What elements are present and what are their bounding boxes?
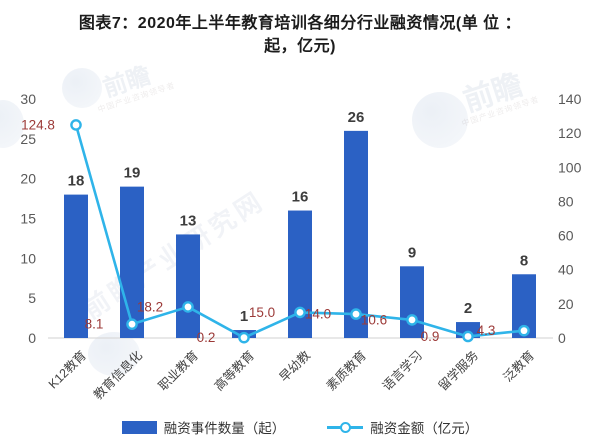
legend-item-line-series: 融资金额（亿元） — [327, 417, 478, 437]
line-value-label: 15.0 — [249, 305, 275, 320]
line-value-label: 14.0 — [305, 307, 331, 322]
line-swatch-marker-icon — [340, 421, 352, 433]
category-label-素质教育: 素质教育 — [323, 348, 369, 394]
bar-语言学习 — [400, 266, 424, 338]
line-marker-icon — [462, 330, 474, 343]
line-marker-icon — [238, 331, 250, 344]
line-marker-icon — [406, 314, 418, 326]
bar-value-label: 16 — [292, 189, 309, 206]
bar-value-label: 1 — [240, 308, 248, 325]
left-axis-tick-label: 0 — [28, 330, 36, 346]
category-label-语言学习: 语言学习 — [379, 348, 425, 394]
line-series-swatch-icon — [327, 421, 364, 433]
bar-value-label: 18 — [68, 173, 85, 190]
category-label-留学服务: 留学服务 — [435, 348, 481, 394]
bar-K12教育 — [64, 194, 88, 338]
bar-value-label: 26 — [348, 109, 365, 126]
category-label-早幼教: 早幼教 — [276, 347, 313, 384]
right-axis-tick-label: 80 — [558, 193, 574, 209]
category-label-泛教育: 泛教育 — [500, 348, 537, 385]
bar-value-label: 13 — [180, 212, 197, 229]
right-axis-tick-label: 40 — [558, 262, 574, 278]
chart-title-line2: 起，亿元) — [264, 38, 336, 55]
bar-教育信息化 — [120, 186, 144, 338]
chart-area: 18 19 13 1 16 26 9 2 8 124.8 8.1 18.2 0.2 15.0 14.0 10.… — [0, 55, 600, 410]
line-value-label: 4.3 — [477, 323, 496, 338]
category-label-教育信息化: 教育信息化 — [90, 347, 145, 402]
bar-value-label: 2 — [464, 300, 472, 317]
right-axis-tick-label: 140 — [558, 91, 582, 107]
line-value-label: 124.8 — [21, 117, 55, 132]
legend-item-bar-series: 融资事件数量（起） — [121, 417, 286, 437]
line-marker-icon — [518, 324, 530, 337]
category-label-职业教育: 职业教育 — [155, 348, 201, 394]
right-axis-tick-label: 120 — [558, 125, 582, 141]
bar-value-label: 9 — [408, 244, 416, 261]
line-value-label: 0.2 — [197, 330, 216, 345]
line-marker-icon — [126, 318, 138, 330]
chart-title-line1: 图表7：2020年上半年教育培训各细分行业融资情况(单 位 ： — [78, 15, 522, 32]
legend-line-label: 融资金额（亿元） — [370, 421, 479, 436]
left-axis-tick-label: 30 — [20, 91, 36, 107]
right-axis-tick-label: 60 — [558, 228, 574, 244]
legend-bar-label: 融资事件数量（起） — [163, 421, 286, 436]
line-marker-icon — [70, 119, 82, 131]
right-axis-tick-label: 0 — [558, 330, 566, 346]
right-axis-tick-label: 20 — [558, 296, 574, 312]
bar-series-swatch-icon — [121, 420, 157, 434]
combo-chart-svg: 18 19 13 1 16 26 9 2 8 124.8 8.1 18.2 0.2 15.0 14.0 10.… — [20, 91, 582, 402]
line-value-label: 0.9 — [421, 329, 440, 344]
line-marker-icon — [182, 301, 194, 313]
line-marker-icon — [350, 308, 362, 320]
line-marker-icon — [294, 306, 306, 319]
legend: 融资事件数量（起） 融资金额（亿元） — [0, 414, 600, 440]
bar-value-label: 19 — [124, 165, 141, 182]
left-axis-tick-label: 10 — [20, 250, 36, 266]
line-value-label: 10.6 — [361, 312, 387, 327]
left-axis-tick-label: 5 — [28, 290, 36, 306]
right-axis-tick-label: 100 — [558, 159, 582, 175]
left-axis-tick-label: 15 — [20, 211, 36, 227]
left-axis-tick-label: 20 — [20, 171, 36, 187]
chart-title: 图表7：2020年上半年教育培训各细分行业融资情况(单 位 ： 起，亿元) — [20, 12, 580, 58]
line-value-label: 18.2 — [137, 299, 163, 314]
line-value-label: 8.1 — [85, 317, 104, 332]
category-label-高等教育: 高等教育 — [211, 348, 257, 394]
left-axis-tick-label: 25 — [20, 131, 36, 147]
bar-value-label: 8 — [520, 252, 528, 269]
bar-素质教育 — [344, 130, 368, 338]
bar-职业教育 — [176, 234, 200, 338]
category-label-K12教育: K12教育 — [45, 348, 89, 392]
